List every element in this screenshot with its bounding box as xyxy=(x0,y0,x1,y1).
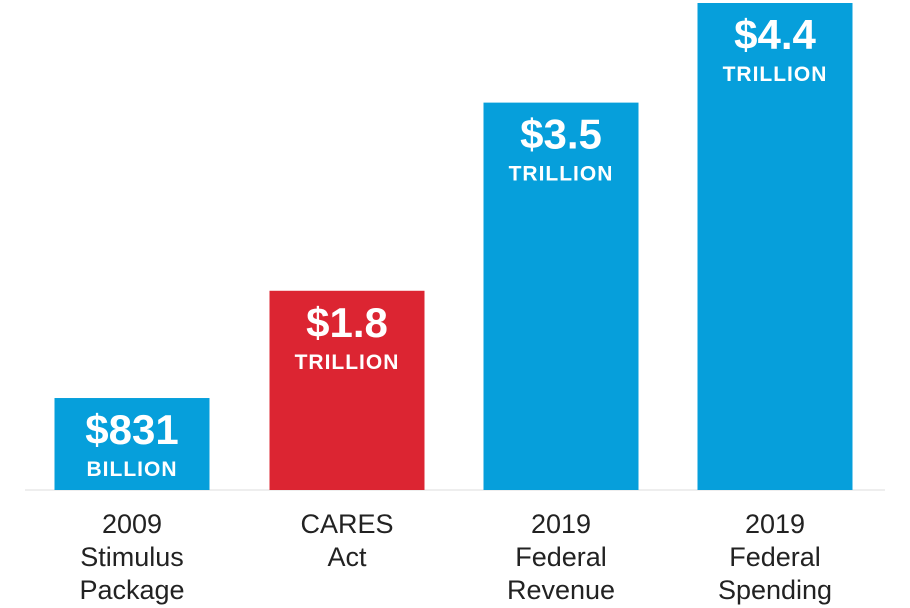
bar-unit-label: BILLION xyxy=(87,458,178,481)
category-label: 2019 xyxy=(745,509,805,539)
bar-unit-label: TRILLION xyxy=(509,163,614,186)
bar-unit-label: TRILLION xyxy=(723,63,828,86)
category-label: Stimulus xyxy=(80,542,184,572)
bars-group: $831 BILLION $1.8 TRILLION $3.5 TRILLION $4.4 T… xyxy=(54,3,853,490)
category-label: 2019 xyxy=(531,509,591,539)
category-label: Federal xyxy=(515,542,607,572)
bar-unit-label: TRILLION xyxy=(295,351,400,374)
category-label: 2009 xyxy=(102,509,162,539)
bar-value-label: $4.4 xyxy=(734,11,816,58)
category-label: Federal xyxy=(729,542,821,572)
category-label: Package xyxy=(79,575,184,605)
category-label: Act xyxy=(327,542,367,572)
labels-group: 2009StimulusPackageCARESAct2019FederalRe… xyxy=(79,509,832,605)
bar-4 xyxy=(697,3,853,490)
category-label: Revenue xyxy=(507,575,615,605)
bar-value-label: $3.5 xyxy=(520,111,602,158)
category-label: CARES xyxy=(300,509,393,539)
bar-value-label: $1.8 xyxy=(306,299,388,346)
bar-2 xyxy=(269,290,425,490)
bar-3 xyxy=(483,102,639,490)
category-label: Spending xyxy=(718,575,832,605)
bar-1 xyxy=(54,398,210,490)
bar-value-label: $831 xyxy=(85,406,178,453)
